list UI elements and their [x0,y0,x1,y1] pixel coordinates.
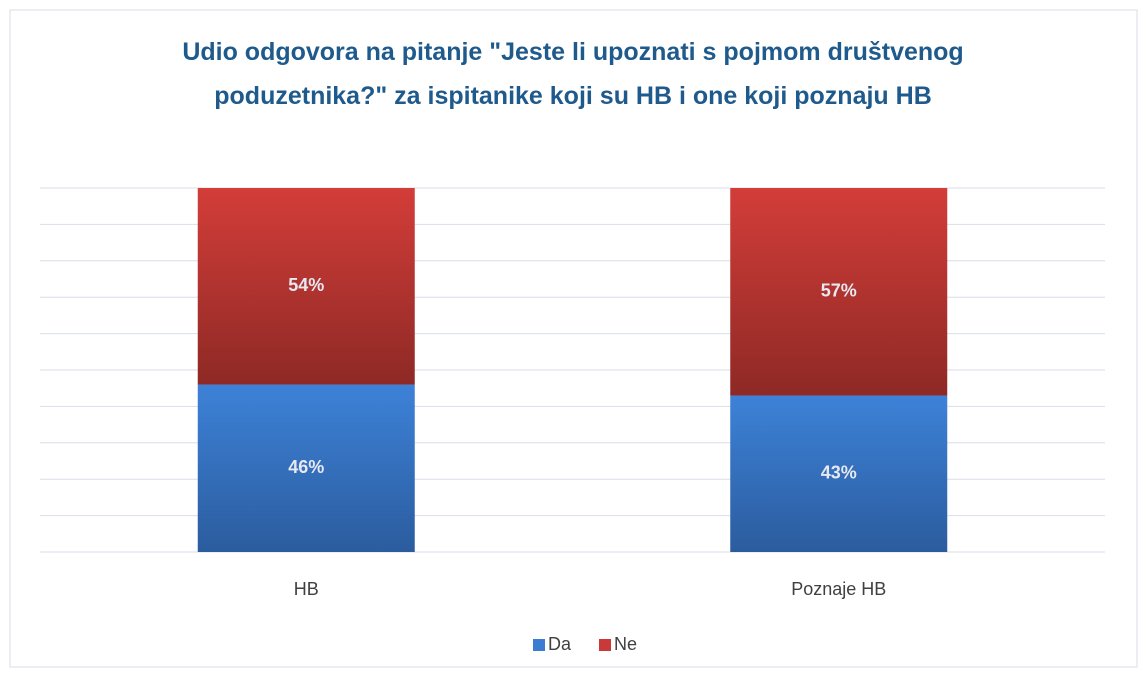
data-label: 54% [288,275,324,295]
chart-border [9,9,1138,668]
bar-segment [730,395,948,552]
chart-title: Udio odgovora na pitanje "Jeste li upozn… [182,38,964,110]
data-label: 46% [288,457,324,477]
bar-segment [197,384,415,552]
x-tick-label: Poznaje HB [791,579,886,599]
data-label: 43% [821,462,857,482]
bar-segment [197,188,415,385]
data-label: 57% [821,280,857,300]
legend-label: Da [548,634,572,654]
bar-segment [730,188,948,396]
x-tick-label: HB [294,579,319,599]
legend-label: Ne [614,634,637,654]
legend-swatch [533,639,545,651]
legend-swatch [599,639,611,651]
